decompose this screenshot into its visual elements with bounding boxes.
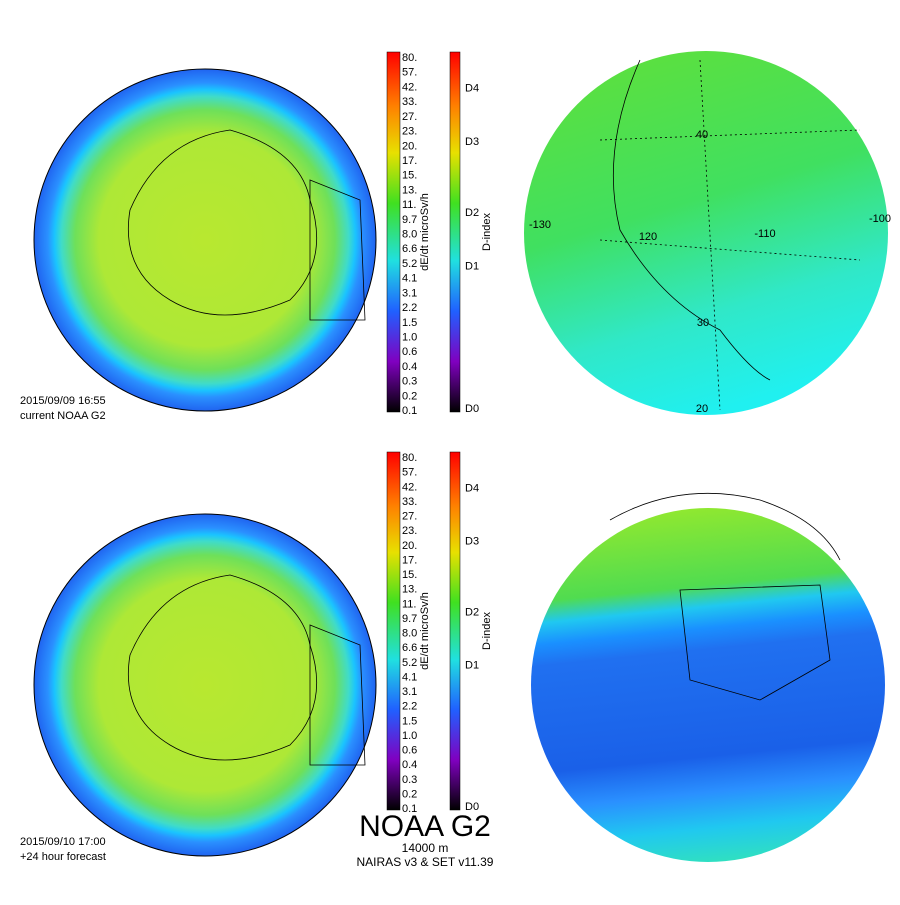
dose-tick-label: 0.4: [402, 361, 417, 373]
dose-tick-label: 2.2: [402, 701, 417, 713]
dose-tick-label: 0.3: [402, 376, 417, 388]
dose-tick-label: 0.6: [402, 745, 417, 757]
dose-tick-label: 3.1: [402, 686, 417, 698]
dose-tick-label: 80.: [402, 52, 417, 64]
dose-tick-label: 0.3: [402, 774, 417, 786]
dindex-tick-label: D4: [465, 83, 479, 95]
dose-tick-label: 11.: [402, 199, 416, 211]
dindex-tick-label: D3: [465, 536, 479, 548]
dose-tick-label: 15.: [402, 569, 417, 581]
dose-axis-title: dE/dt microSv/h: [419, 193, 431, 271]
dose-tick-label: 9.7: [402, 214, 417, 226]
dose-tick-label: 2.2: [402, 302, 417, 314]
dose-tick-label: 4.1: [402, 273, 417, 285]
dose-tick-label: 23.: [402, 525, 417, 537]
dose-tick-label: 23.: [402, 126, 417, 138]
dose-tick-label: 13.: [402, 184, 417, 196]
dindex-colorbar: [449, 451, 461, 811]
dose-tick-label: 57.: [402, 67, 417, 79]
dindex-tick-label: D1: [465, 261, 479, 273]
panel-label: current NOAA G2: [20, 410, 106, 422]
dose-tick-label: 17.: [402, 554, 417, 566]
dose-tick-label: 5.2: [402, 657, 417, 669]
dindex-tick-label: D0: [465, 403, 479, 415]
dose-tick-label: 11.: [402, 598, 416, 610]
dose-tick-label: 0.1: [402, 803, 417, 815]
dose-tick-label: 0.1: [402, 405, 417, 417]
dose-tick-label: 6.6: [402, 243, 417, 255]
dose-colorbar: [386, 451, 401, 811]
lon-label: -110: [754, 228, 775, 240]
lat-label: 20: [696, 403, 708, 415]
dose-tick-label: 15.: [402, 170, 417, 182]
dose-tick-label: 42.: [402, 481, 417, 493]
timestamp: 2015/09/09 16:55: [20, 395, 106, 407]
dose-tick-label: 8.0: [402, 229, 417, 241]
dose-tick-label: 3.1: [402, 287, 417, 299]
globe-west-us: [524, 51, 888, 415]
dose-axis-title: dE/dt microSv/h: [419, 592, 431, 670]
dose-tick-label: 5.2: [402, 258, 417, 270]
dose-tick-label: 42.: [402, 81, 417, 93]
dindex-tick-label: D3: [465, 136, 479, 148]
dose-tick-label: 1.0: [402, 331, 417, 343]
dose-tick-label: 80.: [402, 452, 417, 464]
dindex-tick-label: D0: [465, 801, 479, 813]
dindex-tick-label: D2: [465, 606, 479, 618]
dose-tick-label: 4.1: [402, 671, 417, 683]
dose-tick-label: 0.2: [402, 788, 417, 800]
dindex-axis-title: D-index: [481, 612, 493, 650]
dose-tick-label: 0.6: [402, 346, 417, 358]
dose-tick-label: 27.: [402, 511, 417, 523]
dose-tick-label: 1.0: [402, 730, 417, 742]
footer-model: NAIRAS v3 & SET v11.39: [357, 855, 494, 869]
coastlines: [127, 59, 861, 766]
globe-forecast: [33, 513, 377, 857]
lon-label: 120: [639, 231, 657, 243]
dose-tick-label: 0.2: [402, 390, 417, 402]
dose-tick-label: 6.6: [402, 642, 417, 654]
dindex-tick-label: D4: [465, 482, 479, 494]
lat-label: 30: [697, 317, 709, 329]
dose-tick-label: 33.: [402, 496, 417, 508]
dose-tick-label: 17.: [402, 155, 417, 167]
lat-label: 40: [696, 129, 708, 141]
colorbars: 80. 57. 42. 33. 27. 23. 20. 17. 15. 13. 11. 9.7 8.0 6…: [386, 51, 493, 815]
dose-tick-label: 13.: [402, 584, 417, 596]
dose-tick-label: 8.0: [402, 628, 417, 640]
dose-tick-label: 33.: [402, 96, 417, 108]
dose-tick-label: 20.: [402, 540, 417, 552]
dose-tick-label: 1.5: [402, 715, 417, 727]
dose-tick-label: 20.: [402, 140, 417, 152]
dose-tick-label: 1.5: [402, 317, 417, 329]
globe-current: [33, 68, 377, 412]
panel-label: +24 hour forecast: [20, 851, 106, 863]
footer-altitude: 14000 m: [402, 841, 449, 855]
lon-label: -100: [869, 213, 891, 225]
lon-label: -130: [529, 219, 551, 231]
footer-title: NOAA G2: [359, 810, 491, 843]
dose-tick-label: 57.: [402, 467, 417, 479]
timestamp: 2015/09/10 17:00: [20, 836, 106, 848]
dose-colorbar: [386, 51, 401, 413]
dindex-tick-label: D1: [465, 659, 479, 671]
dose-tick-label: 9.7: [402, 613, 417, 625]
dose-tick-label: 27.: [402, 111, 417, 123]
dose-tick-label: 0.4: [402, 759, 417, 771]
dindex-colorbar: [449, 51, 461, 413]
dindex-axis-title: D-index: [481, 213, 493, 251]
dindex-tick-label: D2: [465, 207, 479, 219]
